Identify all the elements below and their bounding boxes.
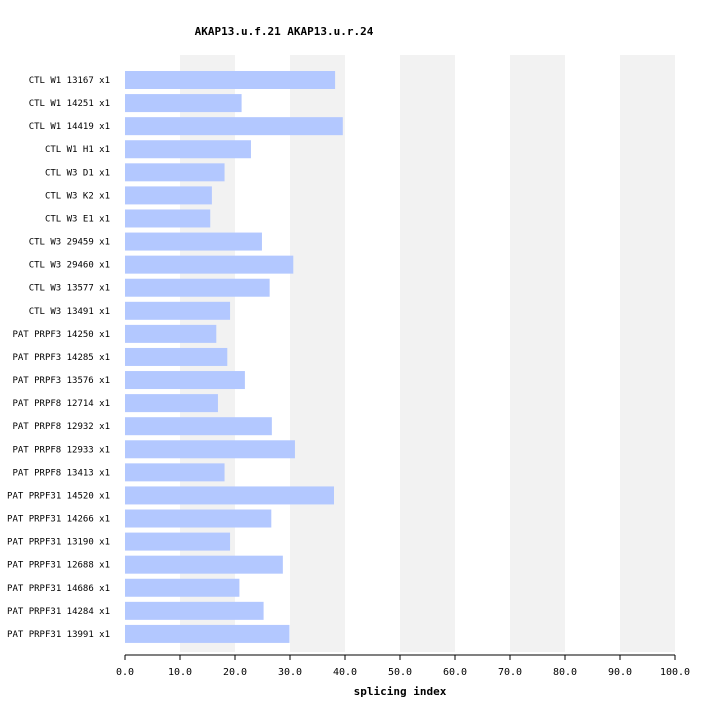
bar (125, 347, 228, 366)
x-axis-ticks: 0.0 10.0 20.0 30.0 40.0 50.0 60.0 70.0 80.0 90.0 1… (116, 655, 690, 678)
bar (125, 163, 225, 182)
x-axis-label: splicing index (354, 685, 447, 698)
category-label: PAT PRPF31 13991 x1 (7, 630, 110, 640)
category-label: PAT PRPF31 14284 x1 (7, 607, 110, 617)
category-label: PAT PRPF3 13576 x1 (12, 376, 110, 386)
bar (125, 371, 245, 390)
grid-band (510, 55, 565, 652)
tick-label: 20.0 (223, 667, 247, 678)
chart-title: AKAP13.u.f.21 AKAP13.u.r.24 (195, 25, 374, 38)
category-label: CTL W1 13167 x1 (29, 76, 110, 86)
tick-label: 10.0 (168, 667, 192, 678)
bar (125, 440, 295, 459)
bar (125, 94, 242, 113)
category-label: CTL W1 14419 x1 (29, 122, 110, 132)
bar (125, 301, 231, 320)
bar (125, 209, 211, 228)
bars-group (125, 71, 343, 643)
bar (125, 463, 225, 482)
category-label: CTL W3 13577 x1 (29, 284, 110, 294)
category-label: CTL W1 H1 x1 (45, 145, 110, 155)
bar (125, 486, 334, 505)
tick-label: 50.0 (388, 667, 412, 678)
tick-label: 60.0 (443, 667, 467, 678)
category-label: CTL W3 13491 x1 (29, 307, 110, 317)
category-label: PAT PRPF31 13190 x1 (7, 538, 110, 548)
category-label: PAT PRPF31 14686 x1 (7, 584, 110, 594)
category-label: CTL W3 K2 x1 (45, 191, 110, 201)
category-label: PAT PRPF31 14520 x1 (7, 491, 110, 501)
category-label: CTL W3 29460 x1 (29, 261, 110, 271)
bar (125, 71, 336, 89)
bar (125, 324, 217, 343)
category-label: CTL W3 E1 x1 (45, 214, 110, 224)
category-label: PAT PRPF8 13413 x1 (12, 468, 110, 478)
bar (125, 532, 231, 551)
bar (125, 417, 272, 436)
tick-label: 40.0 (333, 667, 357, 678)
bar (125, 624, 290, 643)
category-label: PAT PRPF3 14250 x1 (12, 330, 110, 340)
tick-label: 30.0 (278, 667, 302, 678)
bar (125, 140, 251, 159)
bar (125, 117, 343, 136)
bar (125, 578, 240, 597)
bar (125, 232, 262, 251)
category-label: PAT PRPF8 12714 x1 (12, 399, 110, 409)
category-label: PAT PRPF31 14266 x1 (7, 515, 110, 525)
category-label: CTL W3 29459 x1 (29, 238, 110, 248)
bar (125, 278, 270, 297)
category-label: PAT PRPF3 14285 x1 (12, 353, 110, 363)
background-bands (180, 55, 675, 652)
tick-label: 70.0 (498, 667, 522, 678)
tick-label: 100.0 (660, 667, 690, 678)
bar (125, 255, 294, 274)
bar (125, 601, 264, 620)
grid-band (290, 55, 345, 652)
category-labels: CTL W1 13167 x1 CTL W1 14251 x1 CTL W1 144… (7, 76, 110, 640)
tick-label: 80.0 (553, 667, 577, 678)
tick-label: 0.0 (116, 667, 134, 678)
bar (125, 394, 218, 413)
tick-label: 90.0 (608, 667, 632, 678)
category-label: PAT PRPF8 12932 x1 (12, 422, 110, 432)
category-label: CTL W1 14251 x1 (29, 99, 110, 109)
category-label: PAT PRPF8 12933 x1 (12, 445, 110, 455)
category-label: CTL W3 D1 x1 (45, 168, 110, 178)
category-label: PAT PRPF31 12688 x1 (7, 561, 110, 571)
bar (125, 509, 272, 528)
bar (125, 555, 283, 574)
grid-band (620, 55, 675, 652)
grid-band (400, 55, 455, 652)
bar (125, 186, 212, 205)
